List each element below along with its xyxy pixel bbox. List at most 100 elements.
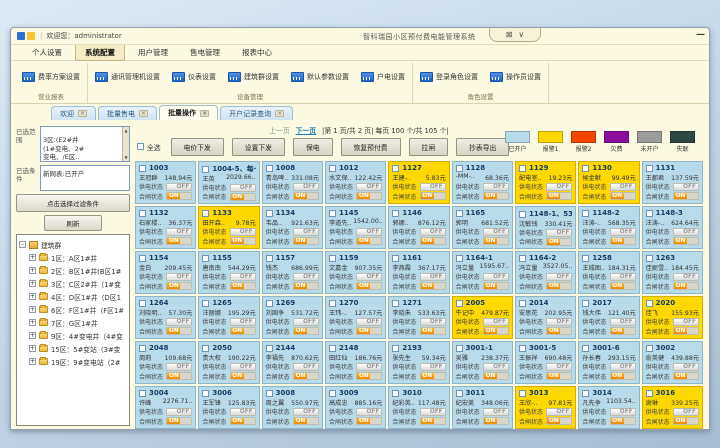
supply-off-toggle[interactable]: OFF — [609, 182, 636, 191]
supply-off-toggle[interactable]: OFF — [546, 362, 573, 371]
meter-checkbox[interactable] — [139, 164, 146, 172]
tree-item-7[interactable]: +9区：4#变电井（4#变 — [19, 329, 127, 342]
meter-checkbox[interactable] — [645, 254, 653, 262]
meter-cell[interactable]: 1128 -MM-.. 68.36元 供电状态 OFF 合闸状态 ON — [451, 161, 513, 204]
supply-off-toggle[interactable]: OFF — [672, 407, 699, 416]
meter-cell[interactable]: 2020 佳飞 155.93元 供电状态 OFF 合闸状态 ON — [641, 296, 703, 339]
switch-on-toggle[interactable]: ON — [166, 417, 193, 426]
meter-checkbox[interactable] — [392, 209, 400, 217]
meter-cell[interactable]: 3004 许峰 2276.71.. 供电状态 OFF 合闸状态 ON — [135, 386, 197, 429]
switch-on-toggle[interactable]: ON — [482, 417, 509, 426]
meter-checkbox[interactable] — [202, 389, 210, 397]
meter-cell[interactable]: 3002 俞英健 439.88元 供电状态 OFF 合闸状态 ON — [641, 341, 703, 384]
switch-on-toggle[interactable]: ON — [419, 417, 446, 426]
menu-item-2[interactable]: 系统配置 — [75, 44, 125, 61]
meter-cell[interactable]: 1155 唐南南 544.29元 供电状态 OFF 合闸状态 ON — [198, 251, 260, 294]
switch-on-toggle[interactable]: ON — [672, 237, 699, 246]
switch-on-toggle[interactable]: ON — [356, 237, 383, 246]
meter-checkbox[interactable] — [455, 299, 463, 307]
meter-checkbox[interactable] — [202, 209, 210, 217]
meter-checkbox[interactable] — [455, 389, 463, 397]
meter-cell[interactable]: 1269 刘国争 531.72元 供电状态 OFF 合闸状态 ON — [261, 296, 323, 339]
supply-off-toggle[interactable]: OFF — [609, 227, 636, 236]
meter-cell[interactable]: 1159 文嘉金 907.35元 供电状态 OFF 合闸状态 ON — [324, 251, 387, 294]
maximize-icon[interactable]: ⊠ — [505, 30, 513, 39]
meter-checkbox[interactable] — [328, 254, 336, 262]
expand-icon[interactable]: + — [29, 306, 36, 313]
meter-cell[interactable]: 1130 候金献 99.49元 供电状态 OFF 合闸状态 ON — [578, 161, 640, 204]
meter-cell[interactable]: 1258 王城图.. 184.31元 供电状态 OFF 合闸状态 ON — [578, 251, 640, 294]
ribbon-button-3-1[interactable]: 登录角色设置 — [417, 70, 481, 84]
choose-filter-button[interactable]: 点击选择过滤条件 — [16, 194, 130, 212]
switch-on-toggle[interactable]: ON — [292, 327, 319, 336]
switch-on-toggle[interactable]: ON — [609, 372, 636, 381]
meter-checkbox[interactable] — [265, 299, 273, 307]
switch-on-toggle[interactable]: ON — [482, 282, 509, 291]
switch-on-toggle[interactable]: ON — [166, 282, 193, 291]
supply-off-toggle[interactable]: OFF — [166, 272, 193, 281]
meter-checkbox[interactable] — [582, 254, 590, 262]
expand-icon[interactable]: + — [29, 358, 36, 365]
meter-checkbox[interactable] — [202, 254, 210, 262]
switch-on-toggle[interactable]: ON — [419, 282, 446, 291]
tree-item-8[interactable]: +15区：5#变站（3#变 — [19, 342, 127, 355]
meter-cell[interactable]: 2193 张先生 59.34元 供电状态 OFF 合闸状态 ON — [388, 341, 450, 384]
switch-on-toggle[interactable]: ON — [546, 327, 573, 336]
meter-cell[interactable]: 1270 王玮-.. 127.57元 供电状态 OFF 合闸状态 ON — [324, 296, 387, 339]
supply-off-toggle[interactable]: OFF — [166, 407, 193, 416]
meter-checkbox[interactable] — [328, 164, 336, 172]
supply-off-toggle[interactable]: OFF — [356, 182, 383, 191]
supply-off-toggle[interactable]: OFF — [229, 407, 256, 416]
meter-cell[interactable]: 1003 王冠群 148.94元 供电状态 OFF 合闸状态 ON — [135, 161, 197, 204]
switch-on-toggle[interactable]: ON — [546, 417, 573, 426]
meter-checkbox[interactable] — [265, 164, 273, 172]
meter-checkbox[interactable] — [582, 389, 590, 397]
meter-cell[interactable]: 3013 王欣-.. 97.81元 供电状态 OFF 合闸状态 ON — [514, 386, 577, 429]
switch-on-toggle[interactable]: ON — [356, 192, 383, 201]
switch-on-toggle[interactable]: ON — [229, 417, 256, 426]
supply-off-toggle[interactable]: OFF — [546, 317, 573, 326]
menu-item-5[interactable]: 报表中心 — [242, 48, 272, 57]
switch-on-toggle[interactable]: ON — [229, 237, 256, 246]
expand-icon[interactable]: + — [29, 332, 36, 339]
switch-on-toggle[interactable]: ON — [356, 282, 383, 291]
tab-1[interactable]: 欢迎 × — [51, 106, 97, 120]
meter-checkbox[interactable] — [455, 209, 463, 217]
meter-checkbox[interactable] — [518, 389, 526, 397]
supply-off-toggle[interactable]: OFF — [292, 272, 319, 281]
switch-on-toggle[interactable]: ON — [166, 237, 193, 246]
supply-off-toggle[interactable]: OFF — [482, 182, 509, 191]
supply-off-toggle[interactable]: OFF — [292, 317, 319, 326]
switch-on-toggle[interactable]: ON — [482, 327, 509, 336]
meter-checkbox[interactable] — [328, 299, 336, 307]
meter-cell[interactable]: 1265 汪丽娜 195.29元 供电状态 OFF 合闸状态 ON — [198, 296, 260, 339]
switch-on-toggle[interactable]: ON — [482, 372, 509, 381]
supply-off-toggle[interactable]: OFF — [546, 407, 573, 416]
expand-icon[interactable]: + — [29, 319, 36, 326]
meter-cell[interactable]: 3014 凡先争 1103.54.. 供电状态 OFF 合闸状态 ON — [578, 386, 640, 429]
tab-close-icon[interactable]: × — [139, 110, 149, 117]
meter-cell[interactable]: 1161 李燕霞 367.17元 供电状态 OFF 合闸状态 ON — [388, 251, 450, 294]
meter-checkbox[interactable] — [392, 299, 400, 307]
supply-off-toggle[interactable]: OFF — [672, 227, 699, 236]
tab-close-icon[interactable]: × — [78, 110, 88, 117]
supply-off-toggle[interactable]: OFF — [166, 317, 193, 326]
switch-on-toggle[interactable]: ON — [672, 372, 699, 381]
meter-checkbox[interactable] — [265, 254, 273, 262]
ribbon-button-2-3[interactable]: 建筑群设置 — [225, 70, 282, 84]
meter-checkbox[interactable] — [392, 344, 400, 352]
meter-cell[interactable]: 3016 谢琳 339.25元 供电状态 OFF 合闸状态 ON — [641, 386, 703, 429]
menu-item-4[interactable]: 售电管理 — [190, 48, 220, 57]
supply-off-toggle[interactable]: OFF — [356, 362, 383, 371]
meter-cell[interactable]: 1263 佳妮雪.. 184.45元 供电状态 OFF 合闸状态 ON — [641, 251, 703, 294]
switch-on-toggle[interactable]: ON — [482, 237, 509, 246]
meter-checkbox[interactable] — [139, 299, 146, 307]
tree-item-2[interactable]: +2区：B区1#井(B区1# — [19, 264, 127, 277]
meter-checkbox[interactable] — [645, 164, 653, 172]
meter-cell[interactable]: 3001-5 王振祥 690.48元 供电状态 OFF 合闸状态 ON — [514, 341, 577, 384]
meter-cell[interactable]: 1008 青岛啤.. 331.08元 供电状态 OFF 合闸状态 ON — [261, 161, 323, 204]
meter-checkbox[interactable] — [645, 299, 653, 307]
tree-root-node[interactable]: - 建筑群 — [19, 238, 127, 251]
